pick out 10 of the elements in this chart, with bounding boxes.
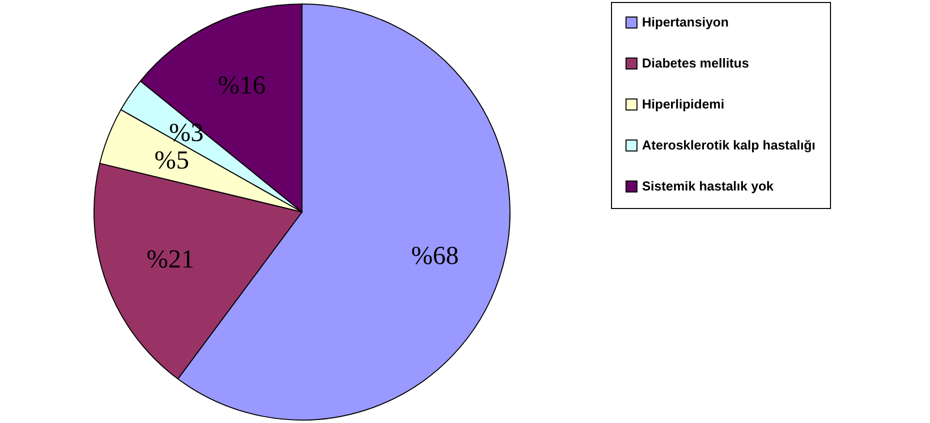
legend-label: Sistemik hastalık yok <box>642 178 774 194</box>
legend-label: Diabetes mellitus <box>642 56 749 70</box>
data-label: %68 <box>411 241 459 270</box>
data-label: %16 <box>218 70 266 100</box>
data-label: %5 <box>154 146 190 175</box>
data-label: %3 <box>168 118 204 148</box>
legend-label: Hiperlipidemi <box>642 96 724 112</box>
legend-label: Hipertansiyon <box>642 14 729 30</box>
legend-label: Aterosklerotik kalp hastalığı <box>642 138 816 152</box>
data-label: %21 <box>146 244 194 274</box>
